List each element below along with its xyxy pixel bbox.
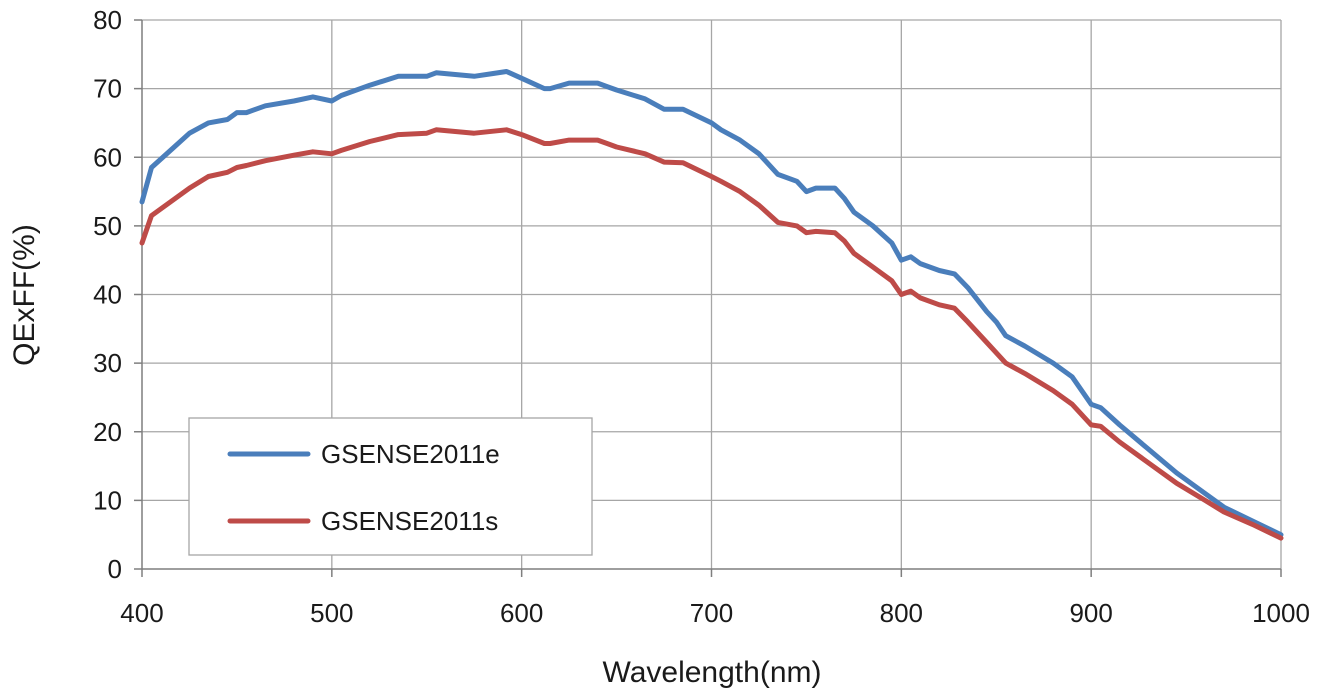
- legend-label-gsense2011e: GSENSE2011e: [321, 439, 500, 469]
- y-tick-label: 10: [93, 485, 122, 515]
- x-tick-label: 400: [120, 598, 163, 628]
- tick-labels: 0 10 20 30 40 50 60 70 80 400 500 600 700 800 900 1000: [93, 5, 1310, 628]
- x-tick-label: 600: [500, 598, 543, 628]
- y-tick-label: 50: [93, 211, 122, 241]
- series-line-gsense2011s: [139, 127, 1284, 541]
- legend: GSENSE2011e GSENSE2011s: [188, 417, 593, 556]
- y-tick-label: 20: [93, 417, 122, 447]
- y-tick-label: 80: [93, 5, 122, 35]
- legend-box: [188, 417, 593, 556]
- y-tick-label: 60: [93, 142, 122, 172]
- x-tick-label: 1000: [1252, 598, 1310, 628]
- y-tick-label: 70: [93, 74, 122, 104]
- series-line-gsense2011e: [139, 69, 1284, 538]
- x-tick-label: 700: [690, 598, 733, 628]
- y-tick-label: 0: [108, 554, 122, 584]
- series-lines: [139, 69, 1284, 541]
- y-tick-label: 40: [93, 280, 122, 310]
- legend-label-gsense2011s: GSENSE2011s: [321, 506, 498, 536]
- y-axis-label: QExFF(%): [8, 224, 41, 366]
- x-tick-label: 500: [310, 598, 353, 628]
- grid-lines: [142, 19, 1282, 569]
- x-tick-label: 800: [880, 598, 923, 628]
- x-tick-label: 900: [1069, 598, 1112, 628]
- axes: [134, 19, 1282, 577]
- x-axis-label: Wavelength(nm): [603, 656, 822, 689]
- y-tick-label: 30: [93, 348, 122, 378]
